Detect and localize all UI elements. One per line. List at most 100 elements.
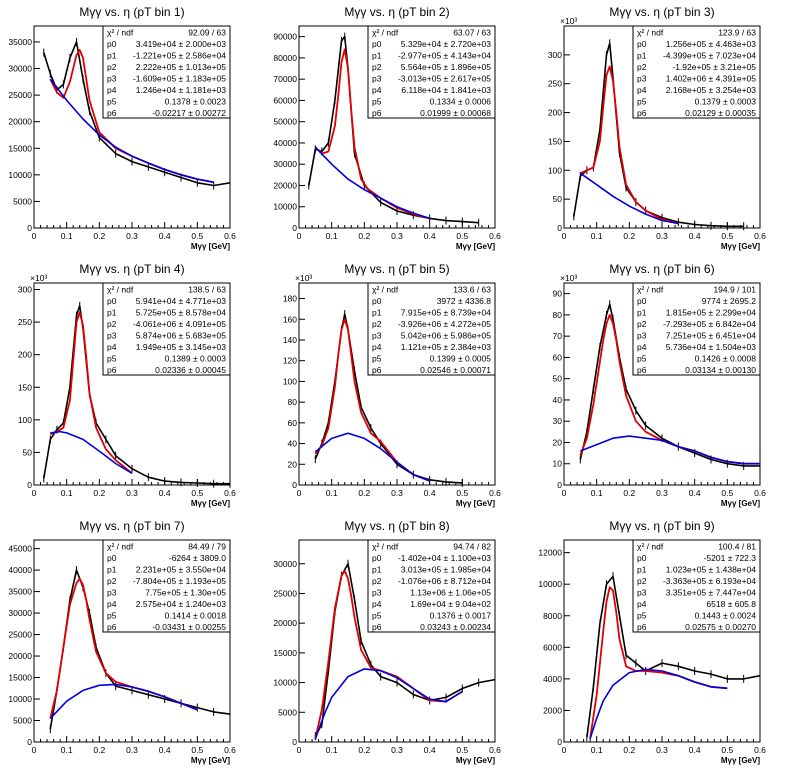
chi2-value: 84.49 / 79 (188, 542, 226, 552)
y-tick-label: 300 (18, 285, 32, 295)
param-value: -1.076e+06 ± 8.712e+04 (398, 576, 491, 586)
param-name: p3 (637, 331, 647, 341)
y-tick-label: 10 (553, 459, 563, 469)
param-name: p3 (637, 74, 647, 84)
y-tick-label: 4000 (543, 674, 562, 684)
x-tick-label: 0.5 (191, 488, 203, 498)
y-tick-label: 20000 (8, 117, 32, 127)
x-tick-label: 0.3 (391, 488, 403, 498)
param-name: p0 (372, 553, 382, 563)
chi2-label: χ² / ndf (637, 28, 664, 38)
y-tick-label: 100 (283, 376, 297, 386)
param-name: p2 (107, 319, 117, 329)
background-fit-curve (314, 668, 463, 740)
x-tick-label: 0.2 (623, 745, 635, 755)
x-axis-label: Mγγ [GeV] (721, 242, 760, 251)
param-name: p4 (107, 342, 117, 352)
param-name: p5 (637, 97, 647, 107)
param-value: 5.874e+06 ± 5.683e+05 (136, 331, 226, 341)
chi2-value: 92.09 / 63 (188, 28, 226, 38)
param-value: 0.1414 ± 0.0018 (165, 611, 227, 621)
y-tick-label: 50 (553, 374, 563, 384)
y-tick-label: 70000 (273, 74, 297, 84)
y-tick-label: 10000 (273, 678, 297, 688)
background-fit-curve (49, 683, 198, 719)
x-tick-label: 0.4 (689, 231, 701, 241)
x-tick-label: 0.4 (424, 231, 436, 241)
chart-title: Mγγ vs. η (pT bin 4) (79, 262, 184, 276)
chart-title: Mγγ vs. η (pT bin 8) (344, 519, 449, 533)
y-tick-label: 8000 (543, 611, 562, 621)
y-tick-label: 50 (553, 194, 563, 204)
fit-stats-box: χ² / ndf 94.74 / 82 p0 -1.402e+04 ± 1.100e+… (367, 539, 496, 633)
histogram-panel: Mγγ vs. η (pT bin 8) 0 5000 10000 15000 20000… (273, 519, 501, 765)
param-name: p4 (637, 342, 647, 352)
y-tick-label: 50000 (273, 117, 297, 127)
x-tick-label: 0 (32, 488, 37, 498)
param-name: p3 (372, 74, 382, 84)
x-tick-label: 0.3 (126, 745, 138, 755)
x-tick-label: 0.3 (391, 745, 403, 755)
param-name: p2 (372, 62, 382, 72)
param-value: 1.246e+04 ± 1.181e+03 (136, 85, 226, 95)
x-tick-label: 0 (562, 488, 567, 498)
fit-stats-box: χ² / ndf 92.09 / 63 p0 3.419e+04 ± 2.000e+0… (102, 25, 231, 119)
y-tick-label: 45000 (8, 544, 32, 554)
param-name: p5 (107, 97, 117, 107)
param-name: p1 (637, 565, 647, 575)
param-name: p5 (372, 611, 382, 621)
y-tick-label: 30000 (8, 608, 32, 618)
data-histogram (586, 575, 761, 738)
param-name: p6 (372, 622, 382, 632)
x-tick-label: 0.4 (689, 745, 701, 755)
param-value: -0.03431 ± 0.00255 (152, 622, 226, 632)
x-tick-label: 0.5 (721, 231, 733, 241)
param-name: p2 (637, 62, 647, 72)
x-tick-label: 0 (562, 745, 567, 755)
param-name: p1 (637, 51, 647, 61)
background-fit-curve (50, 430, 133, 474)
param-value: -1.92e+05 ± 3.21e+05 (672, 62, 756, 72)
param-value: 3.351e+05 ± 7.447e+04 (666, 588, 756, 598)
x-tick-label: 0.3 (656, 231, 668, 241)
x-tick-label: 0.6 (224, 488, 236, 498)
x-axis-label: Mγγ [GeV] (456, 242, 495, 251)
param-value: 5.329e+04 ± 2.720e+03 (401, 39, 491, 49)
param-value: -2.977e+05 ± 4.143e+04 (398, 51, 491, 61)
x-tick-label: 0.4 (424, 488, 436, 498)
x-tick-label: 0.1 (591, 745, 603, 755)
stats-box-frame (632, 25, 761, 119)
histogram-panel: Mγγ vs. η (pT bin 9) 0 2000 4000 6000 8000 100… (538, 519, 766, 765)
param-name: p5 (107, 611, 117, 621)
param-name: p6 (372, 365, 382, 375)
y-tick-label: 30000 (8, 64, 32, 74)
y-tick-label: 30000 (273, 559, 297, 569)
y-tick-label: 0 (557, 480, 562, 490)
chi2-value: 100.4 / 81 (718, 542, 756, 552)
y-tick-label: 0 (557, 223, 562, 233)
param-name: p4 (372, 599, 382, 609)
param-name: p1 (107, 308, 117, 318)
x-tick-label: 0.5 (456, 488, 468, 498)
param-value: -6264 ± 3809.0 (169, 553, 226, 563)
y-exponent-label: ×10³ (560, 273, 577, 283)
y-tick-label: 160 (283, 314, 297, 324)
stats-box-frame (367, 25, 496, 119)
x-tick-label: 0.6 (754, 231, 766, 241)
param-name: p2 (107, 62, 117, 72)
y-tick-label: 25000 (8, 90, 32, 100)
background-fit-curve (579, 172, 679, 225)
param-value: -7.804e+05 ± 1.193e+05 (133, 576, 226, 586)
y-tick-label: 20000 (273, 618, 297, 628)
chart-title: Mγγ vs. η (pT bin 1) (79, 5, 184, 19)
x-tick-label: 0.3 (126, 488, 138, 498)
stats-box-frame (367, 282, 496, 376)
background-fit-curve (589, 668, 728, 740)
y-tick-label: 0 (292, 737, 297, 747)
param-value: 1.121e+05 ± 2.384e+03 (401, 342, 491, 352)
param-name: p6 (107, 108, 117, 118)
y-tick-label: 0 (27, 737, 32, 747)
y-tick-label: 70 (553, 331, 563, 341)
param-value: 0.1426 ± 0.0008 (695, 354, 757, 364)
